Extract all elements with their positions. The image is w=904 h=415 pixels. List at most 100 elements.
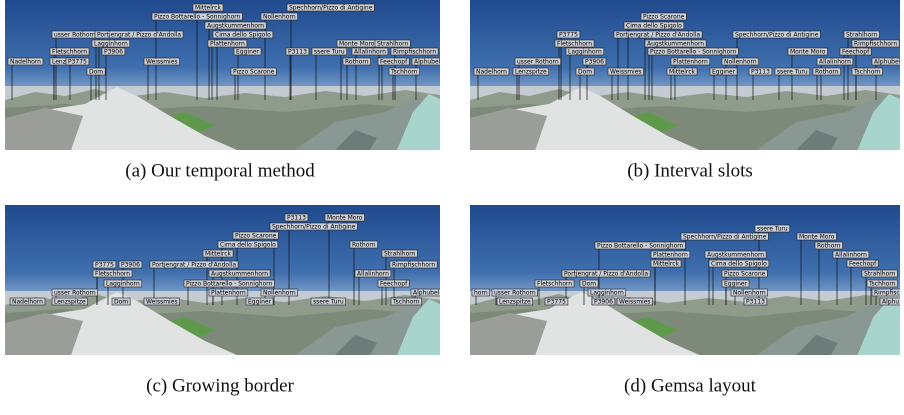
label-text: P3906	[121, 261, 140, 268]
label-text: Lenzspitze	[515, 68, 547, 75]
label-text: Pizzo Scarone	[233, 68, 275, 75]
label-text: Mittelrck	[195, 4, 222, 11]
label-text: Rimpfischhorn	[392, 261, 435, 268]
label-text: Rothorn	[815, 68, 839, 75]
label-text: Nollenhorn	[263, 289, 296, 296]
label-text: Monte Moro	[339, 40, 375, 47]
peak-label: ssere Turu	[311, 298, 346, 305]
panel: P3113Monte MoroSpechhorn/Pizzo di Antigi…	[5, 205, 441, 355]
label-text: P3906	[104, 48, 123, 55]
label-text: Augstkummenhorn	[207, 22, 264, 29]
label-text: Portjengrat / Pizzo d'Andolla	[564, 270, 648, 277]
label-text: Plattenhorn	[210, 40, 245, 47]
label-text: ssere Turu	[314, 48, 345, 55]
label-text: P3113	[746, 298, 765, 305]
label-text: Feechopf	[380, 58, 408, 65]
label-text: Pizzo Bottarello - Sonnighorn	[597, 242, 684, 249]
label-text: Portjengrat / Pizzo d'Andolla	[152, 261, 236, 268]
label-text: Egginer	[248, 298, 272, 305]
label-text: Rothorn	[345, 58, 369, 65]
label-text: Strahlhorn	[384, 250, 416, 257]
label-text: Allalinhorn	[357, 270, 389, 277]
label-text: Monte Moro	[790, 48, 826, 55]
label-text: Egginer	[712, 68, 736, 75]
label-text: Augstkummenhorn	[707, 251, 764, 258]
label-text: Feechopf	[842, 48, 870, 55]
peak-label: Lenzspitze	[52, 298, 88, 305]
label-text: Strahlhorn	[846, 31, 878, 38]
label-text: Weissmies	[146, 58, 178, 65]
label-text: usser Rothorn	[54, 289, 96, 296]
label-text: Tschhorn	[868, 280, 896, 287]
label-text: usser Rothorn	[494, 289, 536, 296]
label-text: Fletschhorn	[95, 270, 130, 277]
peak-label: P3906	[592, 298, 615, 305]
peak-label: Alphu	[880, 298, 901, 305]
label-text: Spechhorn/Pizzo di Antigine	[683, 233, 767, 240]
label-text: usser Rothorn	[517, 58, 559, 65]
label-text: Pizzo Scarone	[235, 232, 277, 239]
panel: ssere TuruSpechhorn/Pizzo di Antigine Mon…	[470, 205, 904, 355]
label-text: P3906	[594, 298, 613, 305]
figure: Mittelrck Spechhorn/Pizzo di Antigine Pizz…	[0, 0, 904, 415]
label-text: P3113	[751, 68, 770, 75]
label-text: Nollenhorn	[724, 58, 757, 65]
label-text: Cima dello Spigolo	[626, 22, 682, 29]
label-text: horn	[474, 289, 488, 296]
label-text: Nadelhorn	[10, 58, 41, 65]
label-text: Cima dello Spigolo	[711, 260, 767, 267]
panel: MittelrckSpechhorn/Pizzo di AntiginePizz…	[5, 0, 442, 150]
label-text: Pizzo Bottarello - Sonnighorn	[650, 48, 737, 55]
label-text: Egginer	[236, 48, 260, 55]
peak-label: Lenzspitze	[497, 298, 533, 305]
peak-label: Weissmies	[144, 298, 180, 305]
label-text: Feechopf	[380, 280, 408, 287]
label-text: P3775	[559, 31, 578, 38]
label-text: Nadelhorn	[476, 68, 507, 75]
label-text: Dom	[582, 280, 596, 287]
label-text: Lenzspitze	[54, 298, 86, 305]
label-text: Tschhorn	[392, 298, 420, 305]
label-text: Augstkummenhorn	[211, 270, 268, 277]
peak-label: Egginer	[246, 298, 273, 305]
caption: (a) Our temporal method	[125, 160, 315, 181]
label-text: usser Rothorn	[54, 31, 96, 38]
label-text: Monte Moro	[799, 233, 835, 240]
label-text: Pizzo Scarone	[643, 13, 685, 20]
caption: (d) Gemsa layout	[624, 375, 757, 396]
label-text: Allalinhorn	[835, 251, 867, 258]
label-text: Rimpfischhorn	[854, 40, 897, 47]
label-text: Fletschhorn	[537, 280, 572, 287]
caption: (c) Growing border	[146, 375, 294, 396]
label-text: Tschhorn	[390, 68, 418, 75]
label-text: Alphubel	[414, 58, 441, 65]
label-text: Rimpfischhorn	[393, 48, 436, 55]
label-text: Weissmies	[146, 298, 178, 305]
label-text: Fletschhorn	[52, 48, 87, 55]
peak-label: Nadelhorn	[10, 298, 45, 305]
caption: (b) Interval slots	[627, 160, 753, 181]
label-text: Augstkummenhorn	[647, 40, 704, 47]
label-text: Spechhorn/Pizzo di Antigine	[735, 31, 819, 38]
label-text: Plattenhorn	[673, 58, 708, 65]
label-text: Allalinhorn	[819, 58, 851, 65]
label-text: Alphubel	[874, 58, 901, 65]
label-text: Rimpfischhorn	[874, 289, 904, 296]
label-text: Egginer	[724, 280, 748, 287]
label-text: Nadelhorn	[12, 298, 43, 305]
label-text: Strahlhorn	[864, 270, 896, 277]
label-text: Spechhorn/Pizzo di Antigine	[272, 223, 356, 230]
label-text: Allalinhorn	[354, 48, 386, 55]
label-text: Fletschhorn	[557, 40, 592, 47]
peak-label: Dom	[112, 298, 130, 305]
label-text: Nollenhorn	[733, 289, 766, 296]
label-text: Portjengrat / Pizzo d'Andolla	[97, 31, 181, 38]
label-text: Lagginhorn	[568, 48, 602, 55]
label-text: Pizzo Scarone	[724, 270, 766, 277]
label-text: P3906	[585, 58, 604, 65]
label-text: ssere Turu	[757, 225, 788, 232]
peak-label: Weissmies	[617, 298, 653, 305]
label-text: Lenzspitze	[499, 298, 531, 305]
label-text: Cima dello Spigolo	[215, 31, 271, 38]
